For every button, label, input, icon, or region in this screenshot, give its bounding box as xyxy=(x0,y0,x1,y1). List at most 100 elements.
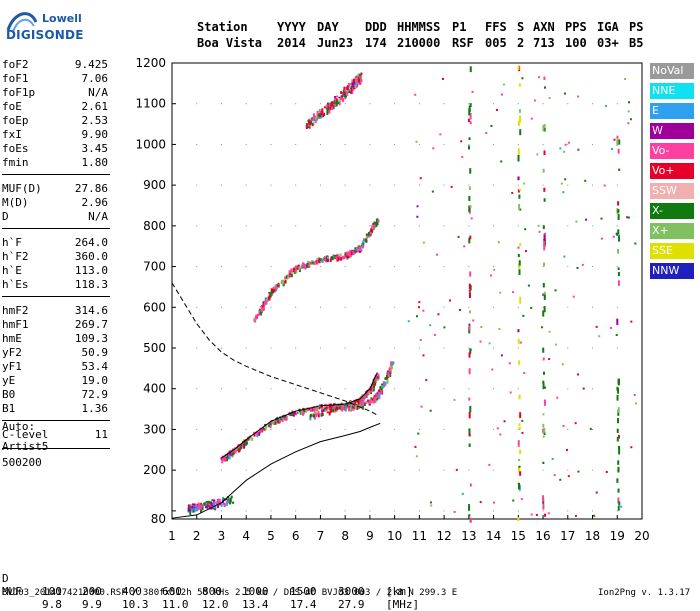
param-row: h`F2 360.0 xyxy=(2,250,108,264)
noise-mark xyxy=(600,237,603,240)
echo-mark xyxy=(268,295,271,300)
echo-mark xyxy=(280,418,283,421)
noise-mark xyxy=(544,232,547,235)
echo-mark xyxy=(326,256,329,260)
grid-dot xyxy=(567,510,569,512)
echo-mark xyxy=(289,411,292,417)
param-row: hmE 109.3 xyxy=(2,332,108,346)
noise-mark xyxy=(617,213,620,220)
x-tick-label: 10 xyxy=(387,529,402,543)
noise-mark xyxy=(530,117,533,120)
legend-item-vo-minus: Vo- xyxy=(650,143,694,159)
grid-dot xyxy=(220,306,222,308)
grid-dot xyxy=(369,225,371,227)
noise-mark xyxy=(627,110,630,113)
echo-mark xyxy=(288,275,291,278)
echo-mark xyxy=(326,411,329,414)
grid-dot xyxy=(468,143,470,145)
param-row: MUF(D) 27.86 xyxy=(2,182,108,196)
noise-mark xyxy=(548,358,551,361)
grid-dot xyxy=(418,510,420,512)
noise-mark xyxy=(432,147,435,150)
param-value: 53.4 xyxy=(81,360,109,373)
grid-dot xyxy=(220,225,222,227)
noise-mark xyxy=(518,204,521,211)
autoscale-text: Artist5 xyxy=(2,440,49,453)
grid-dot xyxy=(418,184,420,186)
param-value: 2.53 xyxy=(81,114,109,127)
grid-dot xyxy=(542,266,544,268)
echo-mark xyxy=(387,372,390,374)
echo-mark xyxy=(354,401,357,404)
noise-mark xyxy=(617,379,620,384)
noise-mark xyxy=(562,191,565,194)
grid-dot xyxy=(418,388,420,390)
echo-mark xyxy=(328,411,331,416)
echo-mark xyxy=(284,279,287,284)
echo-mark xyxy=(270,420,273,424)
noise-mark xyxy=(422,241,425,244)
grid-dot xyxy=(295,388,297,390)
echo-mark xyxy=(335,256,338,260)
echo-mark xyxy=(388,373,391,378)
echo-mark xyxy=(220,457,223,460)
echo-mark xyxy=(337,101,340,104)
noise-mark xyxy=(616,318,619,325)
echo-mark xyxy=(384,381,387,386)
echo-mark xyxy=(333,100,336,104)
noise-mark xyxy=(517,329,520,333)
param-value: N/A xyxy=(88,86,108,99)
noise-mark xyxy=(533,99,536,102)
echo-mark xyxy=(389,365,392,368)
noise-mark xyxy=(629,118,632,121)
grid-dot xyxy=(517,388,519,390)
noise-mark xyxy=(624,78,627,81)
echo-mark xyxy=(293,267,296,271)
noise-mark xyxy=(450,185,453,188)
distance-value: 100 xyxy=(42,585,62,598)
echo-mark xyxy=(205,505,208,509)
grid-dot xyxy=(616,184,618,186)
noise-mark xyxy=(609,326,612,329)
echo-mark xyxy=(317,115,320,119)
echo-mark xyxy=(288,270,291,274)
echo-mark xyxy=(211,499,214,502)
noise-mark xyxy=(538,230,541,233)
logo-lowell: Lowell xyxy=(42,12,82,25)
grid-dot xyxy=(319,266,321,268)
echo-mark xyxy=(325,106,328,110)
noise-mark xyxy=(422,354,425,357)
echo-mark xyxy=(377,389,380,392)
grid-dot xyxy=(295,306,297,308)
echo-mark xyxy=(208,503,211,506)
echo-mark xyxy=(383,383,386,388)
noise-mark xyxy=(519,115,522,123)
grid-dot xyxy=(369,103,371,105)
noise-mark xyxy=(469,310,472,314)
legend-item-nnw: NNW xyxy=(650,263,694,279)
echo-mark xyxy=(358,76,361,80)
grid-dot xyxy=(344,103,346,105)
echo-mark xyxy=(378,392,381,396)
noise-mark xyxy=(468,283,471,290)
echo-mark xyxy=(372,387,375,392)
echo-mark xyxy=(342,255,345,260)
echo-mark xyxy=(334,96,337,99)
echo-mark xyxy=(205,502,208,505)
echo-mark xyxy=(311,123,314,127)
noise-mark xyxy=(563,255,566,258)
grid-dot xyxy=(220,266,222,268)
param-row: h`E 113.0 xyxy=(2,264,108,278)
echo-mark xyxy=(321,110,324,115)
grid-dot xyxy=(196,306,198,308)
echo-mark xyxy=(334,257,337,260)
grid-dot xyxy=(245,510,247,512)
echo-mark xyxy=(289,273,292,275)
noise-mark xyxy=(628,101,631,104)
noise-mark xyxy=(616,417,619,424)
noise-mark xyxy=(617,210,620,213)
noise-mark xyxy=(530,306,533,309)
noise-mark xyxy=(542,262,545,267)
echo-mark xyxy=(201,506,204,511)
echo-mark xyxy=(348,252,351,255)
